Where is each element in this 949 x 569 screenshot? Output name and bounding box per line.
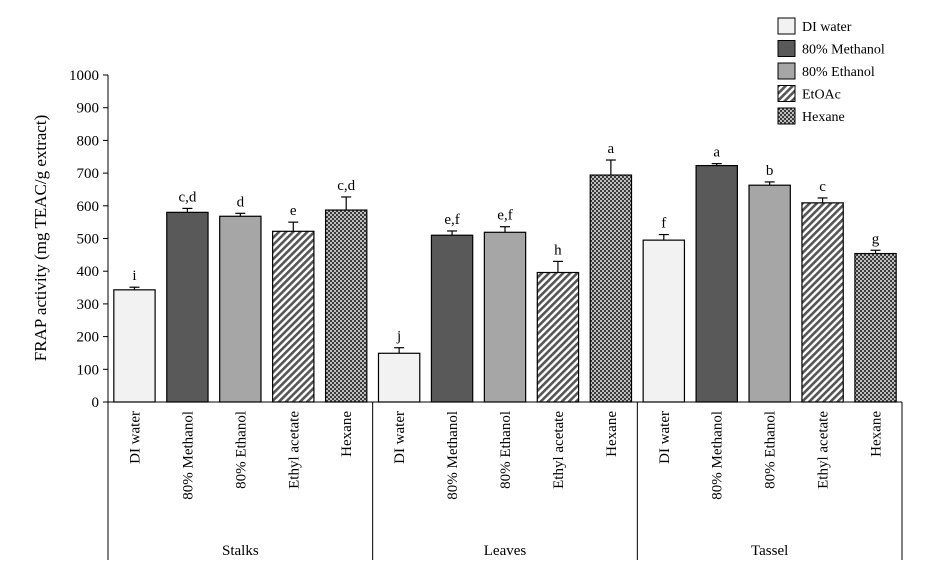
bar-tassel-hexane-category-label: Hexane: [869, 411, 885, 457]
bar-stalks-hexane: [324, 209, 368, 403]
bar-tassel-80-ethanol-significance-letter: b: [766, 163, 774, 179]
bar-stalks-80-ethanol-significance-letter: d: [237, 194, 245, 210]
y-tick-label: 0: [92, 395, 100, 411]
bar-stalks-di-water-significance-letter: i: [132, 268, 136, 284]
bar-tassel-hexane: [854, 252, 897, 403]
bar-stalks-ethyl-acetate: [272, 230, 315, 403]
axes: 0 100 200 300 400 500 600 700 800 900 1000: [69, 68, 903, 560]
bar-stalks-80-ethanol: [219, 215, 262, 403]
group-label-tassel: Tassel: [751, 543, 788, 559]
y-tick-label: 300: [77, 297, 100, 313]
legend-swatch-80-ethanol: [777, 62, 796, 80]
y-tick-label: 900: [77, 101, 100, 117]
bar-leaves-ethyl-acetate: [536, 271, 580, 403]
y-axis-label: FRAP activity (mg TEAC/g extract): [31, 115, 50, 361]
legend-swatch-80-methanol: [777, 40, 796, 57]
legend-label-di-water: DI water: [802, 20, 852, 35]
bar-leaves-hexane: [589, 174, 633, 403]
y-tick-label: 100: [77, 362, 100, 378]
bar-stalks-80-methanol-significance-letter: c,d: [178, 189, 196, 205]
legend: DI water 80% Methanol 80% Ethanol EtOAc Hexa…: [777, 17, 885, 125]
bar-leaves-hexane-significance-letter: a: [608, 141, 615, 157]
bar-stalks-ethyl-acetate-category-label: Ethyl acetate: [286, 411, 302, 489]
bar-stalks-80-methanol-category-label: 80% Methanol: [180, 411, 196, 500]
bar-stalks-hexane-significance-letter: c,d: [337, 178, 355, 194]
bar-tassel-di-water: [642, 239, 686, 403]
bar-leaves-80-ethanol-category-label: 80% Ethanol: [498, 411, 514, 489]
legend-item-hexane: Hexane: [777, 107, 845, 125]
bar-stalks-hexane-category-label: Hexane: [339, 411, 355, 457]
bar-tassel-80-ethanol-category-label: 80% Ethanol: [763, 411, 779, 489]
bar-stalks-di-water: [113, 289, 156, 403]
bar-leaves-di-water-category-label: DI water: [392, 411, 408, 464]
bar-leaves-80-ethanol: [483, 231, 527, 403]
legend-item-ethyl-acetate: EtOAc: [777, 85, 841, 103]
legend-label-80-methanol: 80% Methanol: [802, 43, 885, 58]
legend-label-80-ethanol: 80% Ethanol: [802, 65, 875, 80]
bar-tassel-80-ethanol: [748, 184, 791, 403]
bar-tassel-80-methanol-significance-letter: a: [713, 145, 720, 161]
y-tick-label: 500: [77, 232, 100, 248]
bar-tassel-di-water-significance-letter: f: [661, 216, 666, 232]
bar-leaves-di-water-significance-letter: j: [396, 329, 401, 345]
bar-stalks-80-ethanol-category-label: 80% Ethanol: [233, 411, 249, 489]
y-tick-label: 800: [77, 133, 100, 149]
bar-tassel-di-water-category-label: DI water: [657, 411, 673, 464]
legend-label-hexane: Hexane: [802, 110, 845, 125]
legend-item-80-ethanol: 80% Ethanol: [777, 62, 875, 80]
bars-layer: i DI water c,d 80% Methanol d 80% Ethanol e Eth…: [113, 141, 897, 559]
bar-tassel-ethyl-acetate-significance-letter: c: [819, 179, 826, 195]
y-tick-label: 700: [77, 166, 100, 182]
bar-stalks-ethyl-acetate-significance-letter: e: [290, 203, 297, 219]
y-tick-label: 1000: [69, 68, 99, 84]
bar-stalks-di-water-category-label: DI water: [127, 411, 143, 464]
bar-stalks-80-methanol: [166, 211, 209, 403]
bar-leaves-di-water: [377, 352, 421, 403]
bar-tassel-hexane-significance-letter: g: [872, 231, 880, 247]
legend-item-di-water: DI water: [777, 17, 852, 35]
bar-leaves-80-ethanol-significance-letter: e,f: [497, 208, 512, 224]
group-stalks: i DI water c,d 80% Methanol d 80% Ethanol e Eth…: [113, 178, 368, 559]
legend-swatch-hexane: [777, 107, 796, 125]
bar-leaves-80-methanol-significance-letter: e,f: [444, 212, 459, 228]
y-tick-label: 600: [77, 199, 100, 215]
bar-tassel-80-methanol-category-label: 80% Methanol: [710, 411, 726, 500]
legend-label-ethyl-acetate: EtOAc: [802, 88, 841, 103]
bar-leaves-hexane-category-label: Hexane: [604, 411, 620, 457]
bar-tassel-ethyl-acetate: [801, 202, 844, 403]
bar-leaves-ethyl-acetate-significance-letter: h: [554, 242, 562, 258]
legend-item-80-methanol: 80% Methanol: [777, 40, 885, 58]
group-label-stalks: Stalks: [222, 543, 259, 559]
bar-leaves-80-methanol: [430, 234, 474, 403]
group-leaves: j DI water e,f 80% Methanol e,f 80% Ethanol h E…: [377, 141, 633, 559]
y-tick-label: 200: [77, 330, 100, 346]
bar-tassel-ethyl-acetate-category-label: Ethyl acetate: [816, 411, 832, 489]
group-tassel: f DI water a 80% Methanol b 80% Ethanol c Ethyl…: [642, 145, 897, 559]
legend-swatch-ethyl-acetate: [777, 85, 796, 102]
bar-tassel-80-methanol: [695, 164, 738, 403]
y-tick-label: 400: [77, 264, 100, 280]
bar-leaves-80-methanol-category-label: 80% Methanol: [445, 411, 461, 500]
legend-swatch-di-water: [777, 17, 796, 35]
bar-leaves-ethyl-acetate-category-label: Ethyl acetate: [551, 411, 567, 489]
group-label-leaves: Leaves: [484, 543, 527, 559]
